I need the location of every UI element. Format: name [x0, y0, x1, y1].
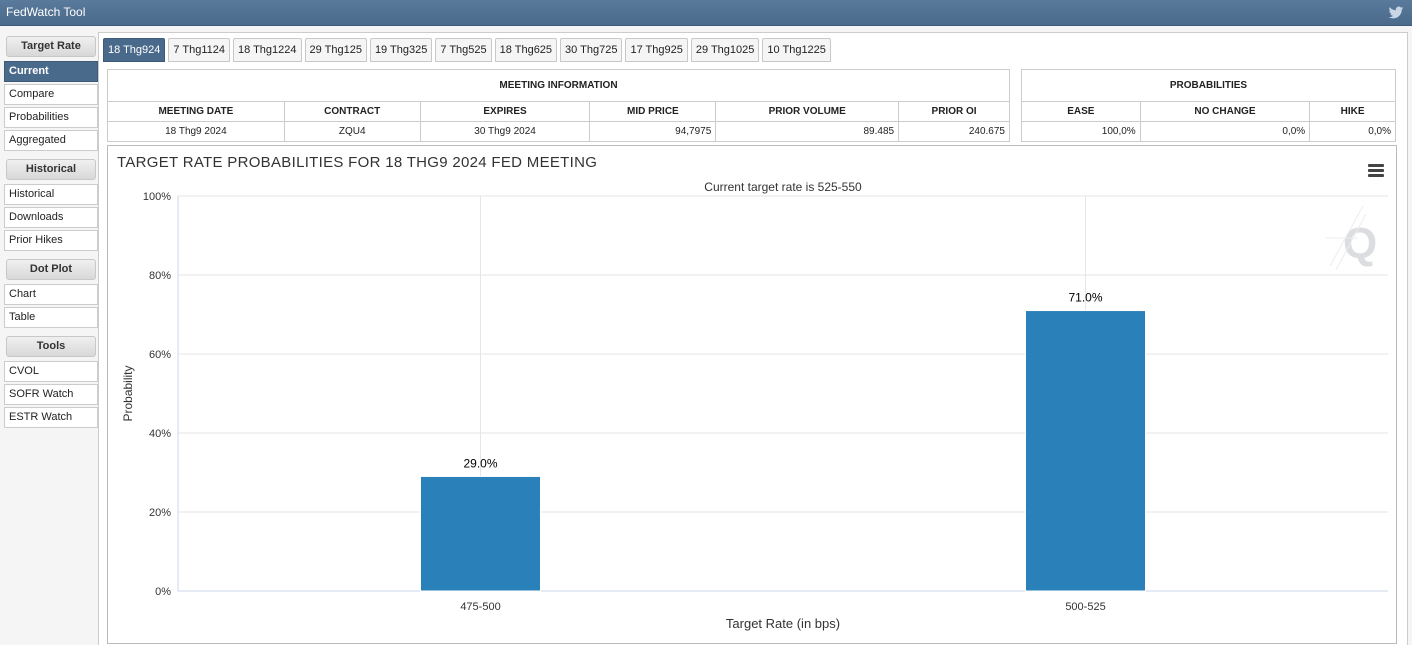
sidebar-item-estr-watch[interactable]: ESTR Watch — [4, 407, 98, 428]
bar-chart: Q Current target rate is 525-550 0% 20% 40%… — [121, 180, 1388, 631]
sidebar-item-cvol[interactable]: CVOL — [4, 361, 98, 382]
y-tick-label: 60% — [149, 349, 171, 361]
sidebar: Target Rate Current Compare Probabilitie… — [4, 36, 98, 436]
sidebar-group-target-rate: Target Rate Current Compare Probabilitie… — [4, 36, 98, 151]
sidebar-item-prior-hikes[interactable]: Prior Hikes — [4, 230, 98, 251]
y-tick-label: 40% — [149, 428, 171, 440]
data-label: 71.0% — [1068, 291, 1102, 305]
data-label: 29.0% — [463, 456, 497, 470]
col-mid-price: MID PRICE — [589, 101, 717, 122]
sidebar-header-historical: Historical — [6, 159, 96, 180]
col-no-change: NO CHANGE — [1139, 101, 1311, 122]
sidebar-item-table[interactable]: Table — [4, 307, 98, 328]
sidebar-item-chart[interactable]: Chart — [4, 284, 98, 305]
twitter-icon[interactable] — [1388, 5, 1404, 21]
x-tick-label: 500-525 — [1065, 601, 1105, 613]
sidebar-item-compare[interactable]: Compare — [4, 84, 98, 105]
chart-container: TARGET RATE PROBABILITIES FOR 18 THG9 20… — [107, 145, 1397, 644]
col-contract: CONTRACT — [283, 101, 421, 122]
cell-no-change: 0,0% — [1139, 121, 1311, 142]
col-expires: EXPIRES — [419, 101, 591, 122]
tab-meeting-4[interactable]: 29 Thg125 — [304, 38, 367, 62]
sidebar-item-aggregated[interactable]: Aggregated — [4, 130, 98, 151]
chart-title: TARGET RATE PROBABILITIES FOR 18 THG9 20… — [117, 154, 598, 171]
chart-subtitle: Current target rate is 525-550 — [704, 180, 862, 194]
cell-ease: 100,0% — [1021, 121, 1141, 142]
table-row: 100,0% 0,0% 0,0% — [1021, 121, 1396, 142]
probabilities-table: PROBABILITIES EASE NO CHANGE HIKE 100,0%… — [1021, 69, 1396, 142]
col-prior-oi: PRIOR OI — [898, 101, 1010, 122]
bar-500-525 — [1025, 310, 1146, 592]
cell-contract: ZQU4 — [283, 121, 421, 142]
tab-meeting-1[interactable]: 18 Thg924 — [103, 38, 166, 62]
svg-text:Q: Q — [1343, 219, 1377, 268]
cell-meeting-date: 18 Thg9 2024 — [107, 121, 285, 142]
meeting-info-header: MEETING INFORMATION — [107, 69, 1010, 102]
sidebar-group-tools: Tools CVOL SOFR Watch ESTR Watch — [4, 336, 98, 428]
sidebar-group-historical: Historical Historical Downloads Prior Hi… — [4, 159, 98, 251]
cell-expires: 30 Thg9 2024 — [419, 121, 591, 142]
tab-meeting-10[interactable]: 29 Thg1025 — [690, 38, 760, 62]
tab-meeting-7[interactable]: 18 Thg625 — [494, 38, 558, 62]
meeting-tabs: 18 Thg924 7 Thg1124 18 Thg1224 29 Thg125… — [103, 38, 834, 62]
bar-475-500 — [420, 475, 541, 592]
col-prior-volume: PRIOR VOLUME — [715, 101, 900, 122]
cell-hike: 0,0% — [1309, 121, 1396, 142]
y-axis-title: Probability — [121, 365, 135, 421]
table-row: 18 Thg9 2024 ZQU4 30 Thg9 2024 94,7975 8… — [107, 121, 1010, 142]
x-tick-label: 475-500 — [460, 601, 500, 613]
y-tick-label: 20% — [149, 507, 171, 519]
chart-menu-icon[interactable] — [1368, 164, 1384, 178]
cell-prior-volume: 89.485 — [715, 121, 900, 142]
sidebar-group-dot-plot: Dot Plot Chart Table — [4, 259, 98, 328]
col-meeting-date: MEETING DATE — [107, 101, 285, 122]
y-tick-label: 80% — [149, 270, 171, 282]
y-tick-label: 100% — [143, 191, 171, 203]
main-panel: 18 Thg924 7 Thg1124 18 Thg1224 29 Thg125… — [98, 32, 1408, 645]
col-hike: HIKE — [1309, 101, 1396, 122]
tab-meeting-6[interactable]: 7 Thg525 — [435, 38, 492, 62]
app-titlebar: FedWatch Tool — [0, 0, 1412, 26]
probabilities-header: PROBABILITIES — [1021, 69, 1396, 102]
tab-meeting-3[interactable]: 18 Thg1224 — [233, 38, 302, 62]
x-axis-title: Target Rate (in bps) — [726, 616, 840, 631]
sidebar-item-current[interactable]: Current — [4, 61, 98, 82]
tab-meeting-8[interactable]: 30 Thg725 — [560, 38, 623, 62]
sidebar-header-tools: Tools — [6, 336, 96, 357]
sidebar-item-downloads[interactable]: Downloads — [4, 207, 98, 228]
sidebar-header-target-rate: Target Rate — [6, 36, 96, 57]
tab-meeting-11[interactable]: 10 Thg1225 — [762, 38, 831, 62]
y-tick-label: 0% — [155, 586, 171, 598]
cell-mid-price: 94,7975 — [589, 121, 717, 142]
app-title: FedWatch Tool — [6, 5, 86, 19]
q-logo-icon: Q — [1326, 205, 1377, 271]
tab-meeting-9[interactable]: 17 Thg925 — [625, 38, 688, 62]
col-ease: EASE — [1021, 101, 1141, 122]
sidebar-item-historical[interactable]: Historical — [4, 184, 98, 205]
sidebar-header-dot-plot: Dot Plot — [6, 259, 96, 280]
tab-meeting-5[interactable]: 19 Thg325 — [369, 38, 433, 62]
sidebar-item-probabilities[interactable]: Probabilities — [4, 107, 98, 128]
cell-prior-oi: 240.675 — [898, 121, 1010, 142]
sidebar-item-sofr-watch[interactable]: SOFR Watch — [4, 384, 98, 405]
tab-meeting-2[interactable]: 7 Thg1124 — [168, 38, 230, 62]
meeting-info-table: MEETING INFORMATION MEETING DATE CONTRAC… — [107, 69, 1010, 142]
